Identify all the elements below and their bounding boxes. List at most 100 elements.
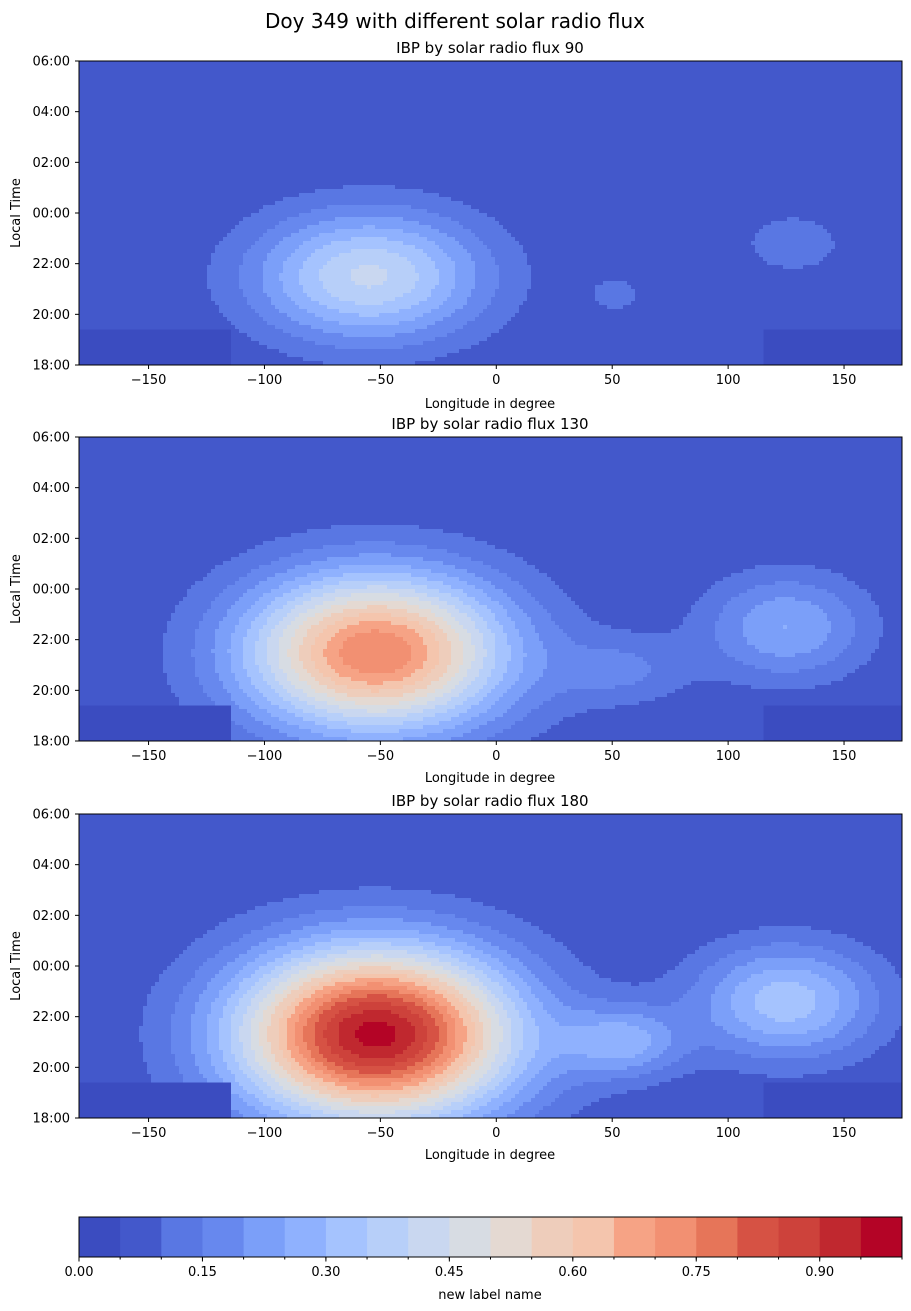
- contour-cell: [491, 89, 496, 94]
- contour-cell: [739, 141, 744, 146]
- contour-cell: [531, 153, 536, 158]
- contour-cell: [371, 73, 376, 78]
- contour-cell: [123, 101, 128, 106]
- contour-cell: [519, 97, 524, 102]
- contour-cell: [503, 109, 508, 114]
- contour-cell: [859, 109, 864, 114]
- contour-cell: [287, 101, 292, 106]
- contour-cell: [511, 121, 516, 126]
- contour-cell: [255, 157, 260, 162]
- contour-cell: [391, 97, 396, 102]
- contour-cell: [883, 77, 888, 82]
- contour-cell: [783, 117, 788, 122]
- contour-cell: [879, 81, 884, 86]
- contour-cell: [91, 109, 96, 114]
- contour-cell: [87, 89, 92, 94]
- contour-cell: [535, 77, 540, 82]
- contour-cell: [499, 89, 504, 94]
- contour-cell: [187, 61, 192, 66]
- contour-cell: [407, 65, 412, 70]
- contour-cell: [323, 149, 328, 154]
- contour-cell: [307, 101, 312, 106]
- contour-cell: [503, 69, 508, 74]
- contour-cell: [627, 125, 632, 130]
- contour-cell: [99, 65, 104, 70]
- contour-cell: [443, 129, 448, 134]
- contour-cell: [359, 141, 364, 146]
- contour-cell: [123, 113, 128, 118]
- contour-cell: [639, 129, 644, 134]
- contour-cell: [635, 145, 640, 150]
- contour-cell: [303, 109, 308, 114]
- contour-cell: [195, 117, 200, 122]
- contour-cell: [343, 129, 348, 134]
- contour-cell: [819, 105, 824, 110]
- contour-cell: [699, 85, 704, 90]
- contour-cell: [143, 81, 148, 86]
- contour-cell: [415, 129, 420, 134]
- contour-cell: [743, 145, 748, 150]
- contour-cell: [859, 105, 864, 110]
- contour-cell: [395, 105, 400, 110]
- contour-cell: [895, 149, 900, 154]
- contour-cell: [531, 101, 536, 106]
- contour-cell: [483, 117, 488, 122]
- contour-cell: [215, 145, 220, 150]
- contour-cell: [735, 113, 740, 118]
- contour-cell: [283, 153, 288, 158]
- contour-cell: [327, 65, 332, 70]
- contour-cell: [183, 81, 188, 86]
- contour-cell: [715, 109, 720, 114]
- contour-cell: [731, 121, 736, 126]
- contour-cell: [427, 145, 432, 150]
- contour-cell: [595, 85, 600, 90]
- contour-cell: [79, 149, 84, 154]
- contour-cell: [147, 81, 152, 86]
- contour-cell: [403, 117, 408, 122]
- contour-cell: [315, 85, 320, 90]
- contour-cell: [527, 121, 532, 126]
- contour-cell: [475, 133, 480, 138]
- contour-cell: [447, 125, 452, 130]
- contour-cell: [395, 141, 400, 146]
- contour-cell: [643, 121, 648, 126]
- contour-cell: [191, 105, 196, 110]
- contour-cell: [235, 141, 240, 146]
- contour-cell: [863, 141, 868, 146]
- contour-cell: [495, 65, 500, 70]
- contour-cell: [619, 129, 624, 134]
- contour-cell: [547, 133, 552, 138]
- contour-cell: [79, 117, 84, 122]
- contour-cell: [451, 81, 456, 86]
- contour-cell: [571, 97, 576, 102]
- contour-cell: [715, 97, 720, 102]
- contour-cell: [483, 65, 488, 70]
- contour-cell: [399, 69, 404, 74]
- contour-cell: [347, 93, 352, 98]
- contour-cell: [579, 89, 584, 94]
- contour-cell: [807, 137, 812, 142]
- contour-cell: [187, 105, 192, 110]
- contour-cell: [195, 105, 200, 110]
- contour-cell: [607, 81, 612, 86]
- contour-cell: [647, 113, 652, 118]
- contour-cell: [775, 73, 780, 78]
- contour-cell: [251, 133, 256, 138]
- contour-cell: [699, 145, 704, 150]
- contour-cell: [99, 133, 104, 138]
- contour-cell: [627, 153, 632, 158]
- contour-cell: [847, 133, 852, 138]
- contour-cell: [87, 69, 92, 74]
- contour-cell: [111, 105, 116, 110]
- contour-cell: [331, 89, 336, 94]
- contour-cell: [567, 121, 572, 126]
- contour-cell: [207, 105, 212, 110]
- contour-cell: [659, 105, 664, 110]
- contour-cell: [579, 73, 584, 78]
- contour-cell: [631, 105, 636, 110]
- contour-cell: [251, 73, 256, 78]
- contour-cell: [487, 129, 492, 134]
- contour-cell: [499, 77, 504, 82]
- contour-cell: [139, 141, 144, 146]
- contour-cell: [219, 61, 224, 66]
